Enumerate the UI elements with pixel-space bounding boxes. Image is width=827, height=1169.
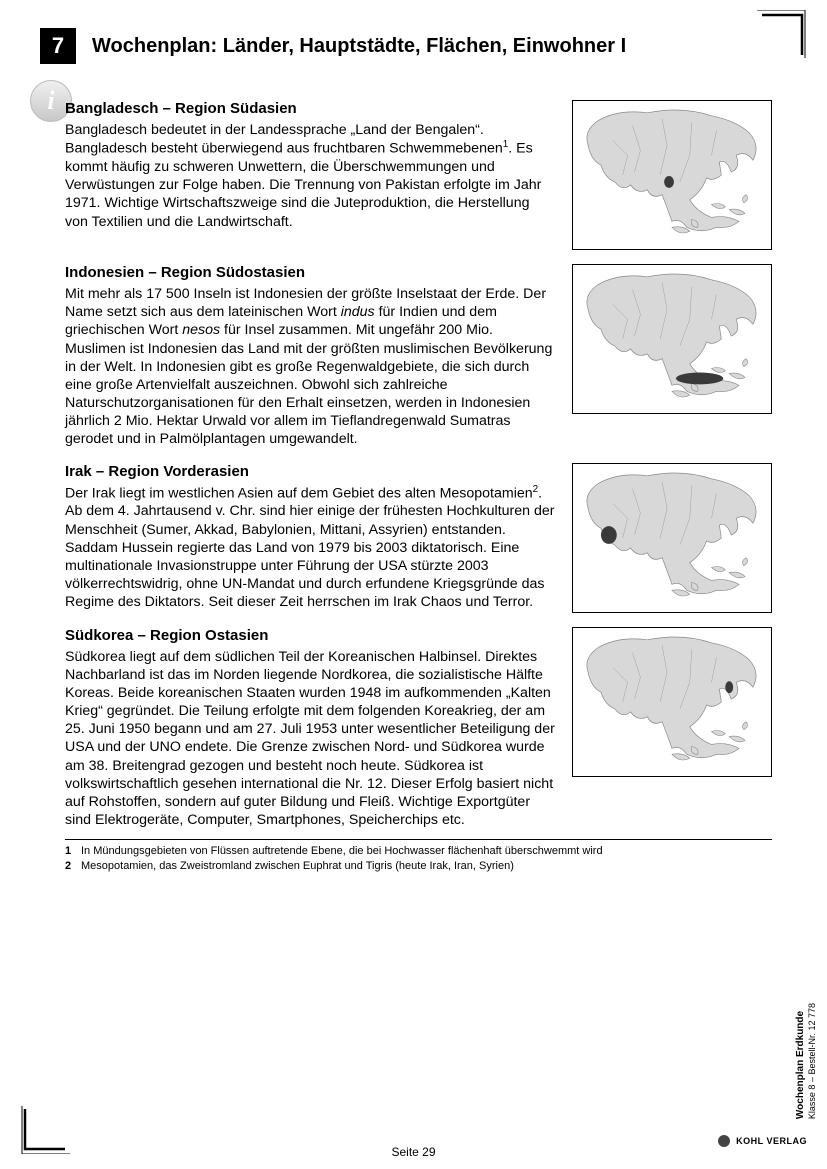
section-heading: Indonesien – Region Südostasien (65, 264, 556, 281)
map-indonesien (572, 264, 772, 414)
footnote-1: 1 In Mündungsgebieten von Flüssen auftre… (65, 844, 772, 859)
content-area: Bangladesch – Region Südasien Bangladesc… (65, 100, 772, 1099)
publisher-logo: KOHL VERLAG (716, 1133, 807, 1149)
page-number: Seite 29 (0, 1145, 827, 1159)
corner-ornament-tr (757, 10, 807, 65)
page-header: 7 Wochenplan: Länder, Hauptstädte, Fläch… (40, 28, 737, 64)
section-heading: Irak – Region Vorderasien (65, 463, 556, 480)
section-irak: Irak – Region Vorderasien Der Irak liegt… (65, 463, 772, 613)
section-suedkorea: Südkorea – Region Ostasien Südkorea lieg… (65, 627, 772, 830)
section-bangladesch: Bangladesch – Region Südasien Bangladesc… (65, 100, 772, 250)
publisher-icon (716, 1133, 732, 1149)
section-heading: Südkorea – Region Ostasien (65, 627, 556, 644)
map-bangladesch (572, 100, 772, 250)
page-title: Wochenplan: Länder, Hauptstädte, Flächen… (92, 35, 626, 58)
unit-number-box: 7 (40, 28, 76, 64)
section-body: Südkorea liegt auf dem südlichen Teil de… (65, 648, 556, 830)
section-body: Der Irak liegt im westlichen Asien auf d… (65, 484, 556, 612)
section-body: Mit mehr als 17 500 Inseln ist Indonesie… (65, 285, 556, 449)
map-suedkorea (572, 627, 772, 777)
map-irak (572, 463, 772, 613)
footnote-2: 2 Mesopotamien, das Zweistromland zwisch… (65, 859, 772, 874)
footnotes: 1 In Mündungsgebieten von Flüssen auftre… (65, 839, 772, 874)
side-imprint: Wochenplan Erdkunde Klasse 8 – Bestell-N… (794, 1003, 819, 1119)
section-indonesien: Indonesien – Region Südostasien Mit mehr… (65, 264, 772, 449)
section-heading: Bangladesch – Region Südasien (65, 100, 556, 117)
section-body: Bangladesch bedeutet in der Landessprach… (65, 121, 556, 231)
